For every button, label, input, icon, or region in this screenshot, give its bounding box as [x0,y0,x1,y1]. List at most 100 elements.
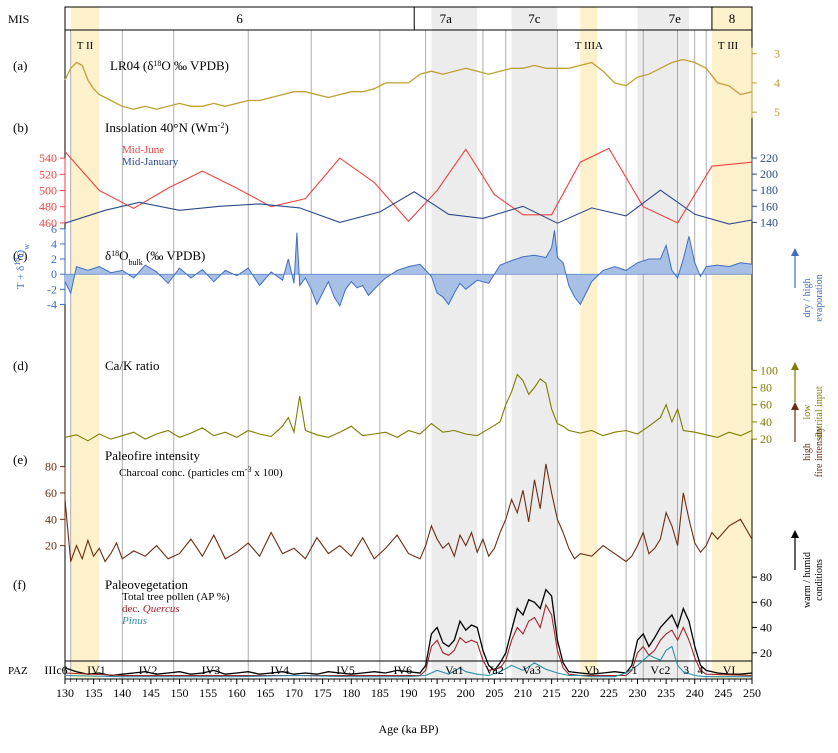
x-tick-label: 195 [428,686,446,700]
termination-band [711,7,752,679]
tick-label: 220 [760,151,778,165]
mis-stage-label: 7e [669,11,682,26]
paz-zone-label: Va3 [522,663,541,677]
x-tick-label: 185 [371,686,389,700]
x-tick-label: 205 [485,686,503,700]
panel-letter: (c) [13,248,27,263]
tick-label: 200 [760,167,778,181]
vertical-gridlines [64,6,753,680]
mis-strip: MIS 6 7a 7c 7e 8 T II T IIIA T III [8,7,739,52]
right-annotation: warm / humid conditions [791,530,825,608]
tick-label: 20 [760,646,772,660]
termination-band [70,7,100,679]
x-tick-label: 170 [285,686,303,700]
panel-subtitle: Charcoal conc. (particles cm-3 x 100) [119,465,283,480]
delta18o-fill [65,230,752,306]
panel-letter: (a) [13,58,27,73]
x-tick-label: 220 [571,686,589,700]
tick-label: 180 [760,183,778,197]
paz-zone-label: 4 [697,663,703,677]
tick-label: 80 [760,381,772,395]
mis-stage-label: 6 [236,11,243,26]
termination-band [580,7,598,679]
panel-title: LR04 (δ18O ‰ VPDB) [110,58,229,73]
x-tick-label: 180 [342,686,360,700]
insolation-line [64,189,753,225]
panel-3: (d) Ca/K ratio 20 40 60 80 100 [13,358,778,446]
tick-label: 60 [45,486,57,500]
x-tick-label: 245 [714,686,732,700]
tick-label: 3 [774,47,780,61]
paz-zone-label: IV1 [87,663,106,677]
tick-label: 520 [39,167,57,181]
tick-label: 80 [760,570,772,584]
panel-5: (f) Paleovegetation 20 40 60 80 Total tree pol… [13,570,772,678]
tick-label: -4 [47,297,57,311]
x-tick-label: 210 [514,686,532,700]
legend-entry: dec. Quercus [122,603,180,615]
x-tick-label: 135 [85,686,103,700]
paz-strip: PAZ IIIc6 IV1 IV2 IV3 IV4 IV5 IV6 Va1 Va2 Va3 Vb 1 Vc… [8,663,735,677]
panel-series: (a) LR04 (δ18O ‰ VPDB)345(b) Insolation 40… [13,47,825,678]
tick-label: 500 [39,184,57,198]
legend-entry: Pinus [121,615,147,627]
tick-label: 2 [51,252,57,266]
tick-label: 480 [39,200,57,214]
panel-title: Ca/K ratio [105,358,160,373]
tick-label: 160 [760,199,778,213]
interglacial-band [511,7,558,679]
tick-label: 5 [774,105,780,119]
x-tick-label: 240 [686,686,704,700]
pollen-line [64,588,753,677]
panel-title: Insolation 40°N (Wm-2) [105,120,229,135]
paz-zone-label: VI [723,663,736,677]
annotation-text: detrital input [814,386,825,438]
x-axis-label: Age (ka BP) [379,722,439,736]
panel-0: (a) LR04 (δ18O ‰ VPDB) 3 4 5 [13,47,780,119]
lr04-line [64,58,753,110]
paz-zone-label: 3 [683,663,689,677]
annotation-text: evaporation [814,274,825,321]
panel-letter: (d) [13,358,28,373]
annotation-text: low [802,404,813,420]
tick-label: 40 [760,621,772,635]
interglacial-band [637,7,690,679]
tick-label: -2 [47,282,57,296]
panel-title: Paleovegetation [105,577,189,592]
annotation-text: dry / high [802,279,813,318]
tick-label: 4 [774,76,780,90]
arrow-head-icon [791,402,799,410]
panel-1: (b) Insolation 40°N (Wm-2) Mid-June 460 480 5… [13,120,778,230]
mis-label: MIS [8,12,29,26]
tick-label: 4 [51,237,57,251]
insolation-line [64,147,753,224]
termination-label: T II [77,40,94,52]
paz-zone-label: IV4 [270,663,289,677]
paz-zone-label: IV6 [393,663,412,677]
panel-4: (e) Paleofire intensity Charcoal conc. (pa… [13,448,753,563]
panel-letter: (f) [13,577,26,592]
panel-title: Paleofire intensity [105,448,200,463]
paz-zone-label: IV5 [336,663,355,677]
x-axis: 130 135 140 145 150 155 160 165 170 175 180 185 190 1… [56,679,761,736]
x-tick-label: 145 [142,686,160,700]
right-annotation: dry / high evaporation [791,248,825,322]
tick-label: 460 [39,216,57,230]
x-tick-label: 175 [314,686,332,700]
paz-zone-label: Vb [584,663,599,677]
right-annotation: high fire intensity [791,402,825,477]
paz-zone-label: Va2 [485,663,504,677]
mis-stage-label: 8 [729,11,736,26]
paz-zone-label: IIIc6 [44,663,67,677]
pollen-line [64,603,753,677]
x-tick-label: 250 [743,686,761,700]
charcoal-line [64,463,753,563]
right-annotation: low detrital input [791,362,825,438]
paz-zone-label: IV3 [202,663,221,677]
legend-entry: Total tree pollen (AP %) [122,591,230,603]
paz-zone-label: IV2 [139,663,158,677]
interglacial-band [431,7,478,679]
x-tick-label: 165 [256,686,274,700]
tick-label: 540 [39,151,57,165]
